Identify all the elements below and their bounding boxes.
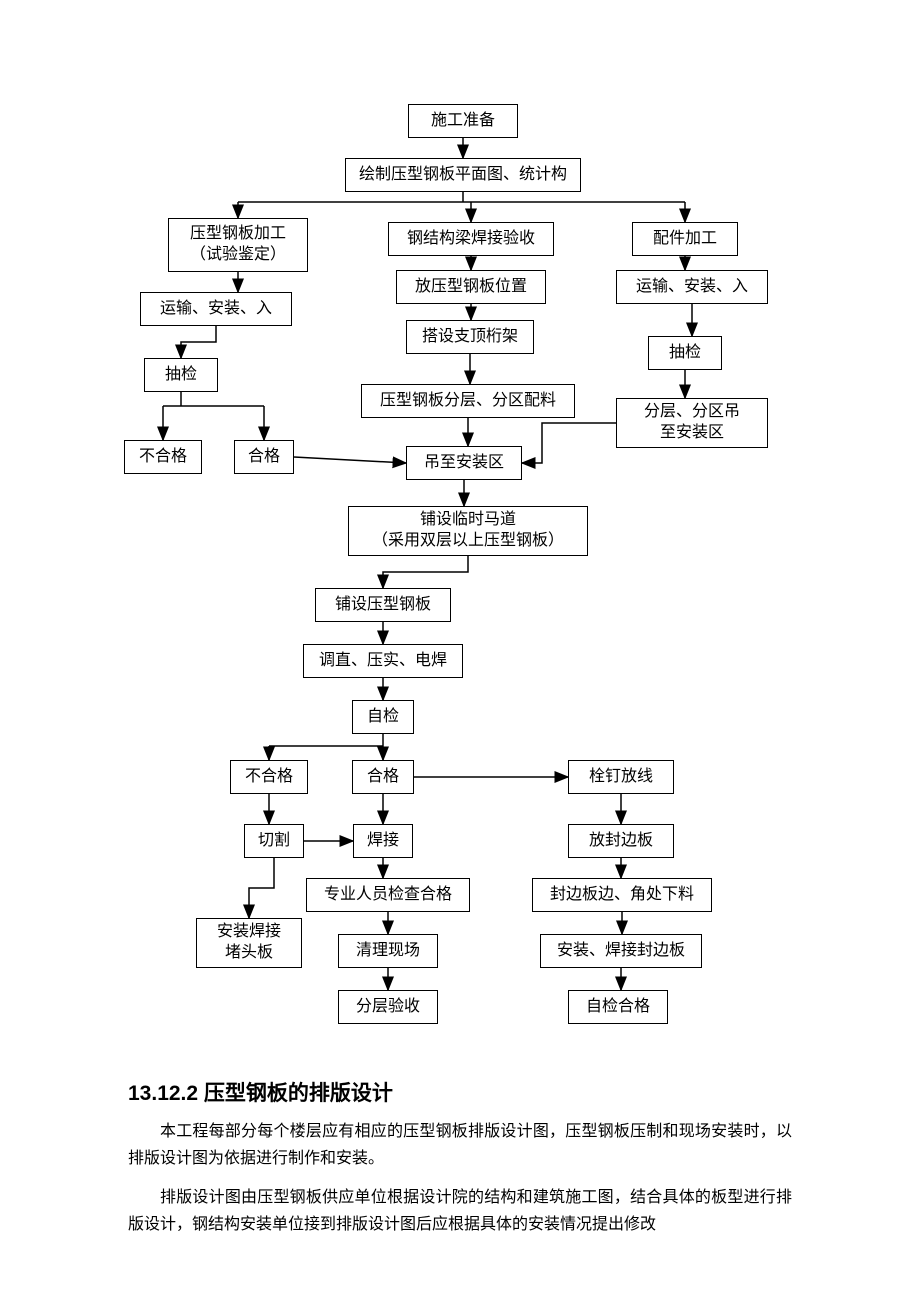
flow-node-n_right3: 抽检 xyxy=(648,336,722,370)
flow-node-n_seal: 放封边板 xyxy=(568,824,674,858)
flow-node-n_mid1: 钢结构梁焊接验收 xyxy=(388,222,554,256)
flow-node-n_right4: 分层、分区吊至安装区 xyxy=(616,398,768,448)
flow-node-n_prep: 施工准备 xyxy=(408,104,518,138)
flow-node-n_clean: 清理现场 xyxy=(338,934,438,968)
flow-node-n_right1: 配件加工 xyxy=(632,222,738,256)
flow-node-n_pass1: 合格 xyxy=(234,440,294,474)
flow-node-n_pro: 专业人员检查合格 xyxy=(306,878,470,912)
paragraph-1: 本工程每部分每个楼层应有相应的压型钢板排版设计图，压型钢板压制和现场安装时，以排… xyxy=(128,1118,792,1172)
flow-node-n_mid2: 放压型钢板位置 xyxy=(396,270,546,304)
flow-node-n_plan: 绘制压型钢板平面图、统计构 xyxy=(345,158,581,192)
flow-node-n_straight: 调直、压实、电焊 xyxy=(303,644,463,678)
flow-node-n_weld: 焊接 xyxy=(353,824,413,858)
flow-node-n_accept: 分层验收 xyxy=(338,990,438,1024)
flow-node-n_selfok: 自检合格 xyxy=(568,990,668,1024)
flow-node-n_hoist: 吊至安装区 xyxy=(406,446,522,480)
section-heading: 13.12.2 压型钢板的排版设计 xyxy=(128,1077,393,1107)
flow-node-n_walk: 铺设临时马道（采用双层以上压型钢板） xyxy=(348,506,588,556)
flow-node-n_mid4: 压型钢板分层、分区配料 xyxy=(361,384,575,418)
flow-node-n_stud: 栓钉放线 xyxy=(568,760,674,794)
flow-node-n_pass2: 合格 xyxy=(352,760,414,794)
flow-node-n_edgecut: 封边板边、角处下料 xyxy=(532,878,712,912)
flow-node-n_left2: 运输、安装、入 xyxy=(140,292,292,326)
flow-node-n_mid3: 搭设支顶桁架 xyxy=(406,320,534,354)
flow-node-n_installedge: 安装、焊接封边板 xyxy=(540,934,702,968)
page: 施工准备绘制压型钢板平面图、统计构压型钢板加工（试验鉴定） 钢结构梁焊接验收 配件加… xyxy=(0,0,920,1302)
paragraph-2: 排版设计图由压型钢板供应单位根据设计院的结构和建筑施工图，结合具体的板型进行排版… xyxy=(128,1184,792,1238)
flow-node-n_endplate: 安装焊接堵头板 xyxy=(196,918,302,968)
flow-node-n_fail2: 不合格 xyxy=(230,760,308,794)
flow-node-n_cut: 切割 xyxy=(244,824,304,858)
flowchart-canvas: 施工准备绘制压型钢板平面图、统计构压型钢板加工（试验鉴定） 钢结构梁焊接验收 配件加… xyxy=(0,0,920,1040)
flow-node-n_self: 自检 xyxy=(352,700,414,734)
flow-node-n_lay: 铺设压型钢板 xyxy=(315,588,451,622)
flow-node-n_left3: 抽检 xyxy=(144,358,218,392)
flow-node-n_fail1: 不合格 xyxy=(124,440,202,474)
flow-node-n_left1: 压型钢板加工（试验鉴定） xyxy=(168,218,308,272)
flow-node-n_right2: 运输、安装、入 xyxy=(616,270,768,304)
